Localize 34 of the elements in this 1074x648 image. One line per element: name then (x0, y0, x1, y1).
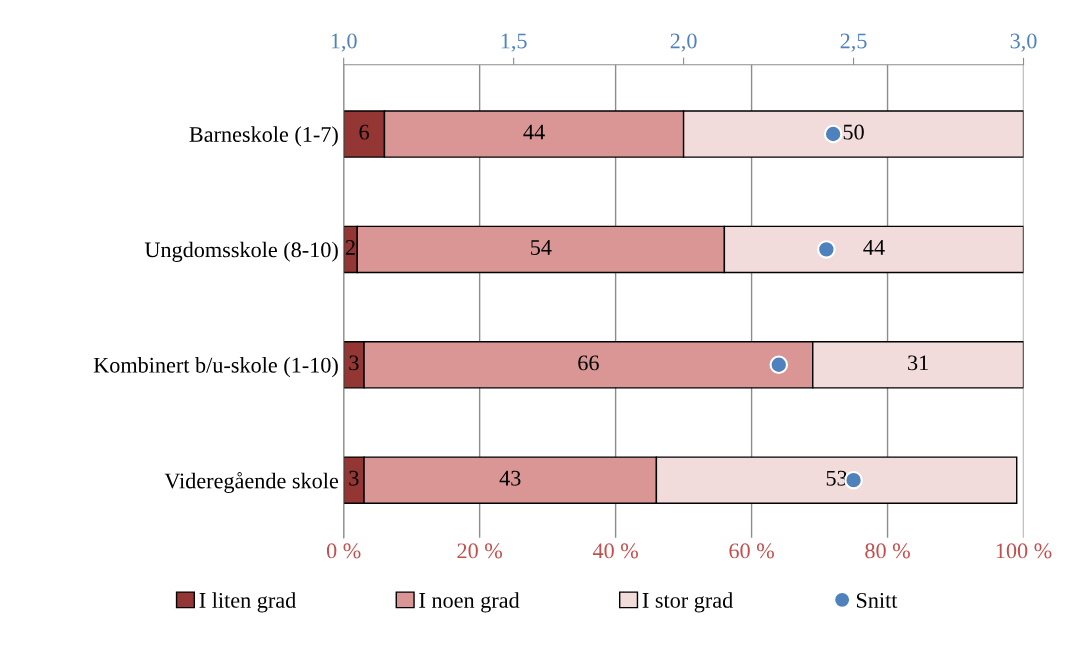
legend-label: I stor grad (642, 592, 733, 613)
point (823, 124, 843, 144)
x-tick-label: 40 % (592, 543, 638, 559)
data-label: 43 (499, 470, 521, 486)
data-label: 44 (863, 240, 885, 255)
legend-label: Snitt (856, 592, 898, 608)
data-label: 3 (349, 355, 359, 371)
x2-tick-label: 3,0 (1010, 33, 1037, 52)
point (817, 240, 836, 259)
x-tick-label: 100 % (996, 543, 1052, 559)
point (769, 355, 789, 375)
data-label: 50 (843, 124, 864, 140)
x2-tick-label: 2,5 (840, 33, 867, 52)
legend-label: I liten grad (199, 592, 296, 613)
x-tick-label: 60 % (729, 543, 774, 559)
y-tick-label: Barneskole (1-7) (189, 126, 338, 147)
x2-tick-label: 1,5 (501, 33, 527, 52)
x-tick-label: 20 % (457, 543, 503, 559)
data-label: 54 (531, 240, 552, 255)
point (844, 470, 863, 490)
y-tick-label: Kombinert b/u-skole (1-10) (93, 357, 338, 378)
x2-tick-label: 2,0 (670, 33, 697, 52)
data-label: 3 (349, 470, 359, 486)
y-tick-label: Videregående skole (164, 472, 339, 493)
data-label: 2 (345, 240, 355, 255)
x2-tick-label: 1,0 (331, 33, 357, 52)
data-label: 66 (578, 355, 599, 371)
data-label: 44 (523, 124, 545, 140)
x-tick-label: 80 % (865, 543, 910, 559)
y-tick-label: Ungdomsskole (8-10) (144, 241, 338, 262)
data-label: 6 (359, 124, 369, 140)
legend-label: I noen grad (419, 592, 520, 613)
data-label: 31 (908, 355, 928, 371)
x-tick-label: 0 % (326, 543, 361, 559)
